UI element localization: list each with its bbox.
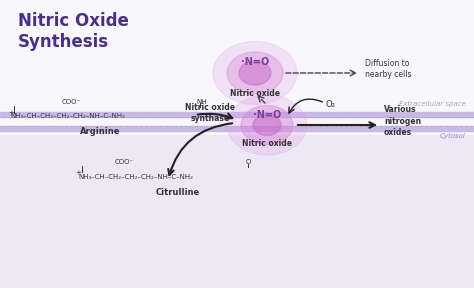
FancyBboxPatch shape bbox=[0, 0, 474, 135]
Text: COO⁻: COO⁻ bbox=[115, 159, 134, 165]
Text: O: O bbox=[246, 159, 251, 165]
Text: ·N=O: ·N=O bbox=[253, 110, 281, 120]
Ellipse shape bbox=[213, 41, 297, 105]
Ellipse shape bbox=[227, 95, 307, 155]
Text: Nitric oxide: Nitric oxide bbox=[230, 89, 280, 98]
Text: Nitric oxide: Nitric oxide bbox=[242, 139, 292, 148]
Bar bbox=[0, 112, 474, 117]
Ellipse shape bbox=[241, 105, 293, 145]
Text: Nitric Oxide
Synthesis: Nitric Oxide Synthesis bbox=[18, 12, 129, 51]
Text: NH₃–CH–CH₂–CH₂–CH₂–NH–C–NH₂: NH₃–CH–CH₂–CH₂–CH₂–NH–C–NH₂ bbox=[10, 113, 125, 119]
Text: Diffusion to
nearby cells: Diffusion to nearby cells bbox=[365, 58, 411, 79]
FancyBboxPatch shape bbox=[0, 135, 474, 288]
Text: +: + bbox=[8, 110, 14, 116]
Text: Extracellular space: Extracellular space bbox=[399, 101, 466, 107]
Ellipse shape bbox=[253, 115, 281, 135]
Text: NH₃–CH–CH₂–CH₂–CH₂–NH–C–NH₂: NH₃–CH–CH₂–CH₂–CH₂–NH–C–NH₂ bbox=[78, 174, 193, 180]
Text: COO⁻: COO⁻ bbox=[62, 99, 81, 105]
Text: Arginine: Arginine bbox=[80, 127, 120, 136]
Text: Various
nitrogen
oxides: Various nitrogen oxides bbox=[384, 105, 421, 137]
Ellipse shape bbox=[239, 61, 271, 85]
Bar bbox=[0, 126, 474, 131]
Text: +: + bbox=[75, 170, 81, 176]
Text: Cytosol: Cytosol bbox=[440, 133, 466, 139]
Text: O₂: O₂ bbox=[325, 100, 335, 109]
Ellipse shape bbox=[227, 52, 283, 94]
Text: NH: NH bbox=[196, 99, 207, 105]
Text: ·N=O: ·N=O bbox=[241, 57, 269, 67]
Text: Citrulline: Citrulline bbox=[156, 188, 200, 197]
Text: Nitric oxide
synthase: Nitric oxide synthase bbox=[185, 103, 235, 123]
